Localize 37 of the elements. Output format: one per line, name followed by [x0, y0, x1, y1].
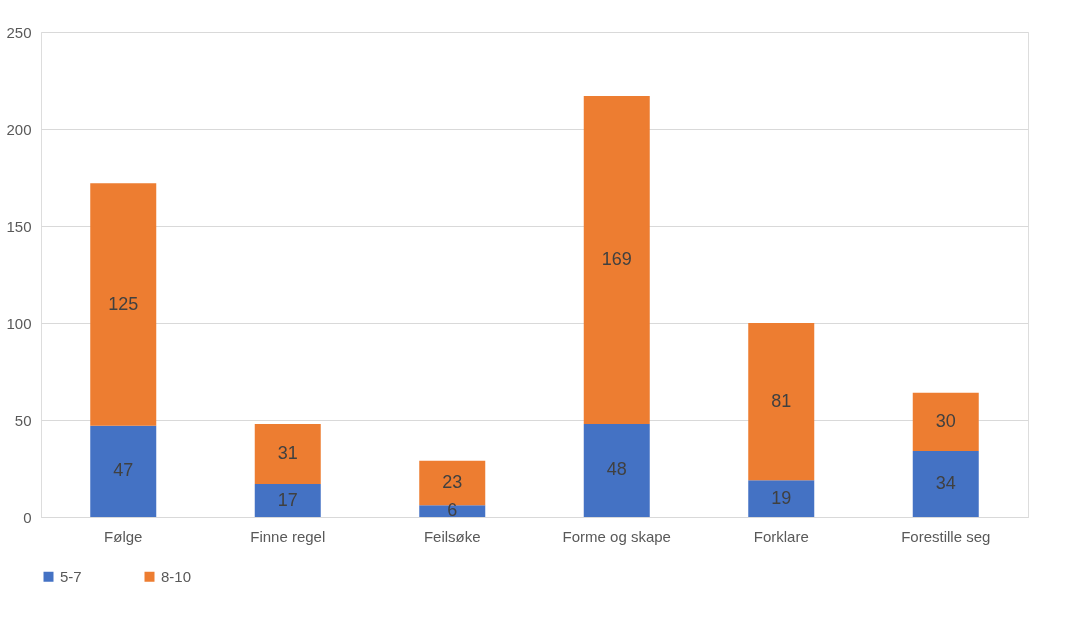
- bar: [90, 425, 157, 517]
- x-tick-label: Finne regel: [250, 527, 326, 545]
- x-tick-label: Forklare: [753, 527, 809, 545]
- data-label: 47: [113, 460, 134, 481]
- bar: [254, 484, 321, 517]
- bar: [748, 323, 815, 481]
- data-label: 48: [606, 459, 627, 480]
- data-label: 19: [771, 487, 792, 508]
- y-tick-label: 50: [14, 411, 32, 429]
- x-tick-label: Forme og skape: [562, 527, 671, 545]
- x-tick-label: Følge: [104, 527, 143, 545]
- data-label: 34: [935, 473, 956, 494]
- bar: [419, 505, 486, 517]
- data-label: 31: [277, 442, 298, 463]
- data-label: 23: [442, 472, 463, 493]
- bar: [583, 423, 650, 517]
- legend-label: 8-10: [161, 567, 192, 585]
- data-label: 125: [108, 293, 139, 314]
- data-label: 169: [601, 248, 632, 269]
- data-label: 30: [935, 410, 956, 431]
- legend-label: 5-7: [60, 567, 82, 585]
- y-tick-label: 200: [6, 120, 32, 138]
- x-tick-label: Forestille seg: [901, 527, 991, 545]
- y-tick-label: 250: [6, 23, 32, 41]
- bar: [90, 183, 157, 426]
- data-label: 81: [771, 390, 792, 411]
- y-tick-label: 0: [23, 508, 32, 526]
- bar: [254, 423, 321, 485]
- y-tick-label: 150: [6, 217, 32, 235]
- y-tick-label: 100: [6, 314, 32, 332]
- x-tick-label: Feilsøke: [423, 527, 481, 545]
- data-label: 6: [447, 500, 458, 521]
- bar: [912, 392, 979, 452]
- bar: [748, 480, 815, 517]
- data-label: 17: [277, 489, 298, 510]
- bar: [912, 451, 979, 517]
- bar: [583, 96, 650, 424]
